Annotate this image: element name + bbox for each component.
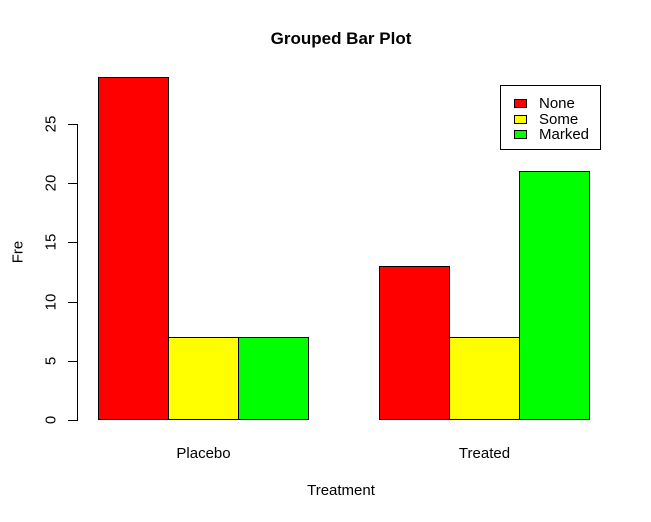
y-tick-20 [68,183,78,184]
y-tick-label-5: 5 [42,356,60,366]
y-tick-label-10: 10 [42,293,60,311]
y-tick-0 [68,420,78,421]
y-tick-10 [68,302,78,303]
legend-row-none: None [514,96,600,112]
y-tick-label-20: 20 [42,174,60,192]
legend-label-none: None [539,95,575,113]
y-tick-label-15: 15 [42,233,60,251]
bar-some-placebo [168,337,239,420]
x-axis-label: Treatment [307,482,375,499]
chart-title: Grouped Bar Plot [270,29,412,48]
y-tick-25 [68,124,78,125]
y-tick-label-25: 25 [42,115,60,133]
category-label-treated: Treated [458,445,511,462]
legend-swatch-none [514,99,527,109]
y-axis-line [77,124,78,420]
bar-marked-treated [519,171,590,420]
legend-label-some: Some [539,110,579,128]
bar-none-treated [379,266,450,420]
legend-row-marked: Marked [514,127,600,143]
legend-swatch-marked [514,130,527,140]
category-label-placebo: Placebo [176,445,231,462]
bar-marked-placebo [238,337,309,420]
y-tick-label-0: 0 [42,415,60,425]
y-axis-label: Fre [9,240,27,264]
legend-row-some: Some [514,112,600,128]
legend-swatch-some [514,114,527,124]
bar-some-treated [449,337,520,420]
legend: None Some Marked [500,85,601,150]
legend-label-marked: Marked [539,126,590,144]
legend-rows: None Some Marked [514,96,600,143]
bar-none-placebo [98,77,169,420]
y-tick-15 [68,242,78,243]
y-tick-5 [68,361,78,362]
